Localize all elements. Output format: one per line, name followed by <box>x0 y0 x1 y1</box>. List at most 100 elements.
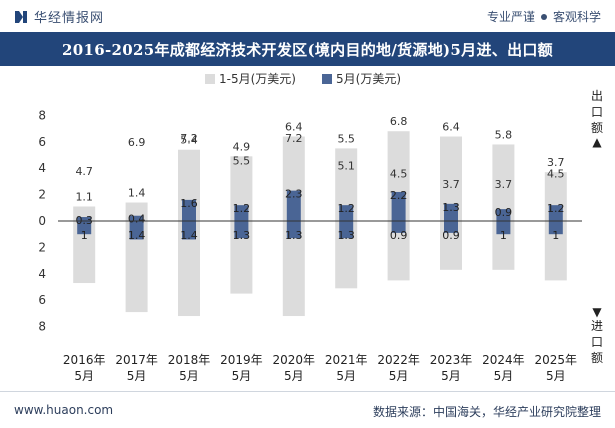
x-tick-label-year: 2017年 <box>115 353 158 367</box>
bar-cumulative-import <box>544 221 567 281</box>
bar-cumulative-import <box>387 221 410 281</box>
bar-month-export <box>339 205 354 221</box>
x-tick-label-year: 2020年 <box>273 353 316 367</box>
header-tags: 专业严谨 客观科学 <box>487 8 601 25</box>
data-label-cumulative-export: 1.4 <box>128 187 146 200</box>
y-tick-label: 0 <box>38 214 46 228</box>
data-label-cumulative-export: 5.8 <box>495 128 513 141</box>
legend-label-month: 5月(万美元) <box>336 72 401 86</box>
bar-month-export <box>548 205 563 221</box>
bar-month-import <box>496 221 511 235</box>
x-tick-label-year: 2023年 <box>430 353 473 367</box>
export-char-2: 口 <box>591 105 603 119</box>
bar-month-export <box>77 217 92 221</box>
import-char-2: 口 <box>591 335 603 349</box>
data-label-cumulative-import: 7.2 <box>180 132 198 145</box>
x-axis: 2016年 5月 2017年 5月 2018年 5月 2019年 5月 2020年 5月 2021年… <box>58 220 582 383</box>
data-label-month-import: 1.3 <box>337 229 355 242</box>
y-tick-label: 4 <box>38 161 46 175</box>
legend-label-cumulative: 1-5月(万美元) <box>219 72 296 86</box>
tag-objective: 客观科学 <box>552 10 601 24</box>
data-label-cumulative-import: 5.1 <box>337 160 355 173</box>
x-tick-label-month: 5月 <box>284 369 304 383</box>
data-label-month-import: 1 <box>552 229 559 242</box>
tag-professional: 专业严谨 <box>486 10 535 24</box>
huajing-logo-icon <box>15 10 27 23</box>
bar-cumulative-import <box>282 221 305 317</box>
export-char-3: 额 <box>591 121 603 135</box>
bar-month-export <box>182 199 196 221</box>
bar-month-export <box>444 203 458 221</box>
data-label-month-export: 0.4 <box>128 213 146 226</box>
tag-separator-dot-icon <box>540 13 547 20</box>
x-tick-label-month: 5月 <box>74 369 94 383</box>
import-char-1: 进 <box>591 319 603 333</box>
data-label-cumulative-import: 6.9 <box>128 136 146 149</box>
data-label-month-export: 1.2 <box>233 202 251 215</box>
data-label-cumulative-export: 6.4 <box>442 121 460 134</box>
chart-title: 2016-2025年成都经济技术开发区(境内目的地/货源地)5月进、出口额 <box>62 41 553 59</box>
legend-swatch-month <box>322 74 332 84</box>
side-label-export: 出 口 额 ▲ <box>591 89 603 149</box>
data-label-month-import: 0.9 <box>390 229 408 242</box>
data-label-cumulative-import: 4.7 <box>75 165 93 178</box>
x-tick-label-year: 2019年 <box>220 353 263 367</box>
bar-cumulative-import <box>73 221 96 284</box>
data-label-month-export: 2.3 <box>285 188 303 201</box>
bar-month-import <box>391 221 406 233</box>
y-tick-label: 6 <box>38 135 46 149</box>
x-tick-label-year: 2018年 <box>168 353 211 367</box>
bar-cumulative-import <box>178 221 200 317</box>
legend: 1-5月(万美元) 5月(万美元) <box>205 72 401 86</box>
bar-month-import <box>182 221 196 240</box>
y-tick-label: 8 <box>38 108 46 122</box>
data-label-month-import: 1.3 <box>285 229 303 242</box>
bar-month-import <box>548 221 563 235</box>
x-tick-label-year: 2022年 <box>377 353 420 367</box>
bar-cumulative-export <box>230 156 253 221</box>
export-char-1: 出 <box>591 89 603 103</box>
data-label-month-import: 0.9 <box>442 229 460 242</box>
brand-name: 华经情报网 <box>34 11 105 26</box>
export-arrow-icon: ▲ <box>592 135 602 149</box>
bar-month-export <box>496 209 511 221</box>
bar-month-export <box>234 205 249 221</box>
y-tick-label: 6 <box>38 293 46 307</box>
footer-website: www.huaon.com <box>14 403 114 417</box>
x-tick-label-month: 5月 <box>441 369 461 383</box>
bar-month-import <box>129 221 144 240</box>
x-tick-label-month: 5月 <box>389 369 409 383</box>
data-label-month-import: 1.4 <box>128 229 146 242</box>
bar-cumulative-export <box>492 144 515 221</box>
brand: 华经情报网 <box>14 7 104 26</box>
bar-month-import <box>444 221 458 233</box>
data-labels: 1.14.70.311.46.90.41.45.47.21.61.44.95.5… <box>75 115 564 242</box>
y-tick-label: 8 <box>38 320 46 334</box>
y-tick-label: 4 <box>38 267 46 281</box>
top-bar: 华经情报网 专业严谨 客观科学 <box>0 0 615 32</box>
bar-cumulative-import <box>230 221 253 294</box>
footer-source: 数据来源：中国海关，华经产业研究院整理 <box>372 405 601 419</box>
data-label-cumulative-export: 5.5 <box>337 132 355 145</box>
x-tick-label-year: 2021年 <box>325 353 368 367</box>
data-label-cumulative-import: 3.7 <box>495 178 513 191</box>
x-tick-label-year: 2025年 <box>535 353 578 367</box>
data-label-cumulative-import: 4.5 <box>390 168 408 181</box>
data-label-month-export: 1.2 <box>337 202 355 215</box>
data-label-cumulative-import: 3.7 <box>442 178 460 191</box>
bar-month-import <box>286 221 301 239</box>
title-bar: 2016-2025年成都经济技术开发区(境内目的地/货源地)5月进、出口额 <box>0 32 615 66</box>
data-label-month-export: 1.3 <box>442 201 460 214</box>
chart-area: 1-5月(万美元) 5月(万美元) 出 口 额 ▲ ▼ 进 口 额 864202… <box>38 72 603 383</box>
import-arrow-icon: ▼ <box>592 305 602 319</box>
bar-month-import <box>77 221 92 235</box>
x-tick-label-month: 5月 <box>494 369 514 383</box>
bar-cumulative-export <box>440 136 462 221</box>
data-label-cumulative-export: 5.4 <box>180 134 198 147</box>
y-tick-label: 2 <box>38 240 46 254</box>
data-label-cumulative-export: 3.7 <box>547 156 565 169</box>
data-label-month-export: 1.6 <box>180 197 198 210</box>
footer: www.huaon.com 数据来源：中国海关，华经产业研究院整理 <box>0 391 615 428</box>
data-label-month-export: 0.9 <box>495 206 513 219</box>
data-label-cumulative-import: 4.5 <box>547 168 565 181</box>
